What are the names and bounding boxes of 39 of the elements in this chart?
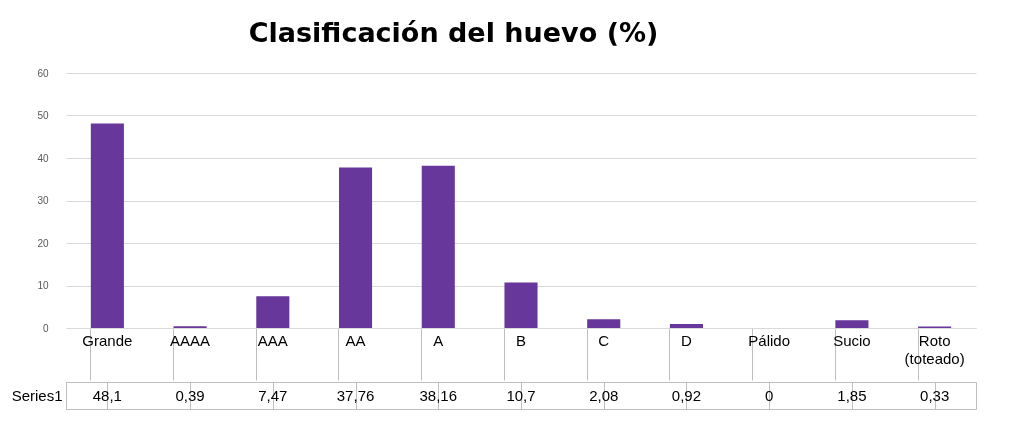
x-tick-label: Roto (toteado)	[904, 331, 965, 367]
bar	[339, 167, 373, 328]
bar	[256, 296, 290, 328]
y-tick-label: 0	[42, 322, 49, 334]
x-tick-label: Pálido	[748, 331, 791, 349]
data-label: 0,92	[671, 386, 702, 404]
y-tick-label: 20	[37, 237, 49, 249]
text: Series1	[11, 387, 63, 404]
bar	[587, 319, 621, 328]
x-tick-label: D	[681, 331, 693, 349]
x-tick-label: AA	[345, 331, 366, 349]
x-tick-label: Sucio	[833, 331, 871, 349]
chart-title: Clasificación del huevo (%)	[248, 17, 659, 48]
y-tick-label: 10	[37, 280, 49, 291]
bar	[835, 320, 869, 328]
data-label: 38,16	[419, 386, 458, 404]
x-tick-label: C	[598, 331, 610, 349]
data-label: 2,08	[589, 386, 619, 404]
bar	[90, 123, 124, 328]
y-tick-label: 50	[37, 110, 49, 121]
y-tick-label: 60	[37, 67, 49, 79]
x-tick-label: Grande	[82, 331, 133, 349]
data-label: 1,85	[837, 386, 867, 404]
data-label: 48,1	[92, 386, 122, 404]
y-tick-label: 30	[37, 195, 49, 206]
bar	[504, 282, 538, 328]
data-label: 37,76	[336, 386, 375, 404]
bar	[421, 165, 455, 328]
data-label: 0,33	[920, 386, 950, 404]
data-label: 0	[765, 386, 774, 404]
data-label: 7,47	[258, 386, 288, 404]
y-tick-label: 40	[37, 152, 49, 164]
bar	[669, 324, 703, 328]
x-tick-label: A	[433, 331, 444, 349]
x-tick-label: B	[515, 331, 527, 349]
data-label: 10,7	[506, 386, 536, 404]
data-label: 0,39	[175, 386, 205, 404]
x-tick-label: AAA	[257, 331, 288, 349]
x-tick-label: AAAA	[170, 331, 211, 349]
